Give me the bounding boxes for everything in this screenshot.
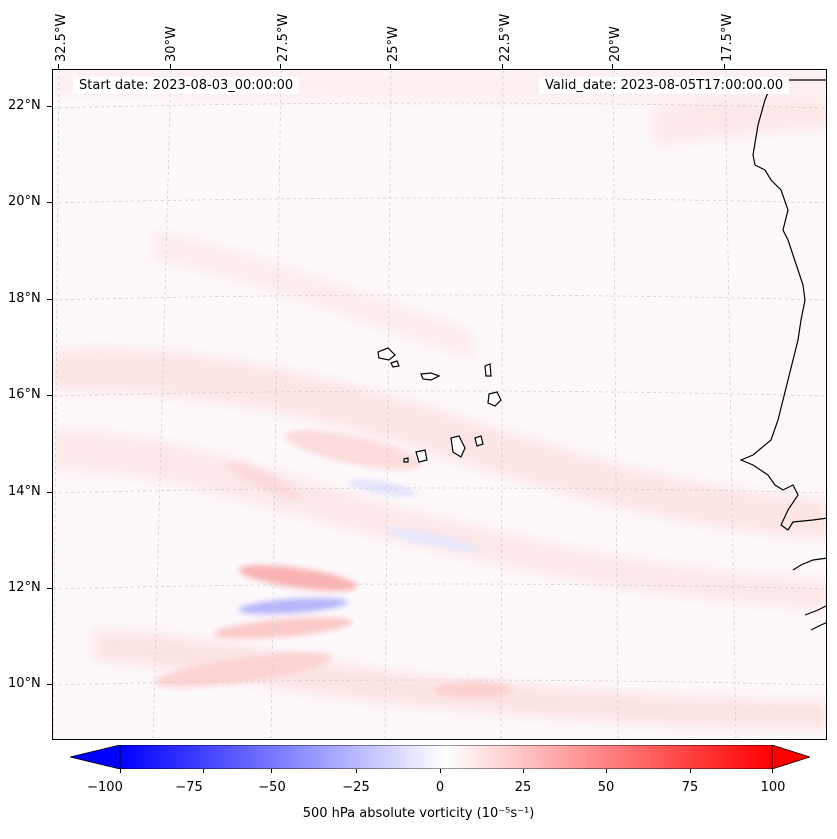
colorbar-tick-label: −100 [87, 780, 123, 795]
lon-label: 25°W [386, 26, 401, 62]
lat-label: 14°N [8, 484, 41, 499]
colorbar-tick-label: −75 [175, 780, 203, 795]
lat-label: 16°N [8, 387, 41, 402]
colorbar-tick-label: 0 [435, 780, 445, 795]
colorbar-gradient [69, 744, 812, 770]
start-date-label: Start date: 2023-08-03_00:00:00 [73, 77, 300, 94]
africa-coastline [739, 79, 826, 531]
lon-label: 27.5°W [276, 13, 291, 62]
lon-label: 30°W [164, 26, 179, 62]
lon-label: 32.5°W [54, 13, 69, 62]
lon-label: 17.5°W [720, 13, 735, 62]
colorbar-label: 500 hPa absolute vorticity (10⁻⁵s⁻¹) [302, 806, 535, 821]
colorbar-tick-label: 100 [760, 780, 786, 795]
lat-label: 22°N [8, 98, 41, 113]
map-panel [52, 69, 827, 740]
colorbar [69, 744, 812, 770]
valid-date-label: Valid_date: 2023-08-05T17:00:00.00 [539, 77, 790, 94]
lon-label: 20°W [608, 26, 623, 62]
colorbar-tick-label: −25 [342, 780, 370, 795]
colorbar-tick-label: −50 [258, 780, 286, 795]
colorbar-tick-label: 50 [597, 780, 615, 795]
colorbar-tick-label: 25 [514, 780, 532, 795]
lat-label: 20°N [8, 194, 41, 209]
colorbar-tick-label: 75 [681, 780, 699, 795]
lat-label: 12°N [8, 580, 41, 595]
vorticity-field [53, 70, 826, 739]
lat-label: 18°N [8, 291, 41, 306]
lat-label: 10°N [8, 676, 41, 691]
lon-label: 22.5°W [498, 13, 513, 62]
